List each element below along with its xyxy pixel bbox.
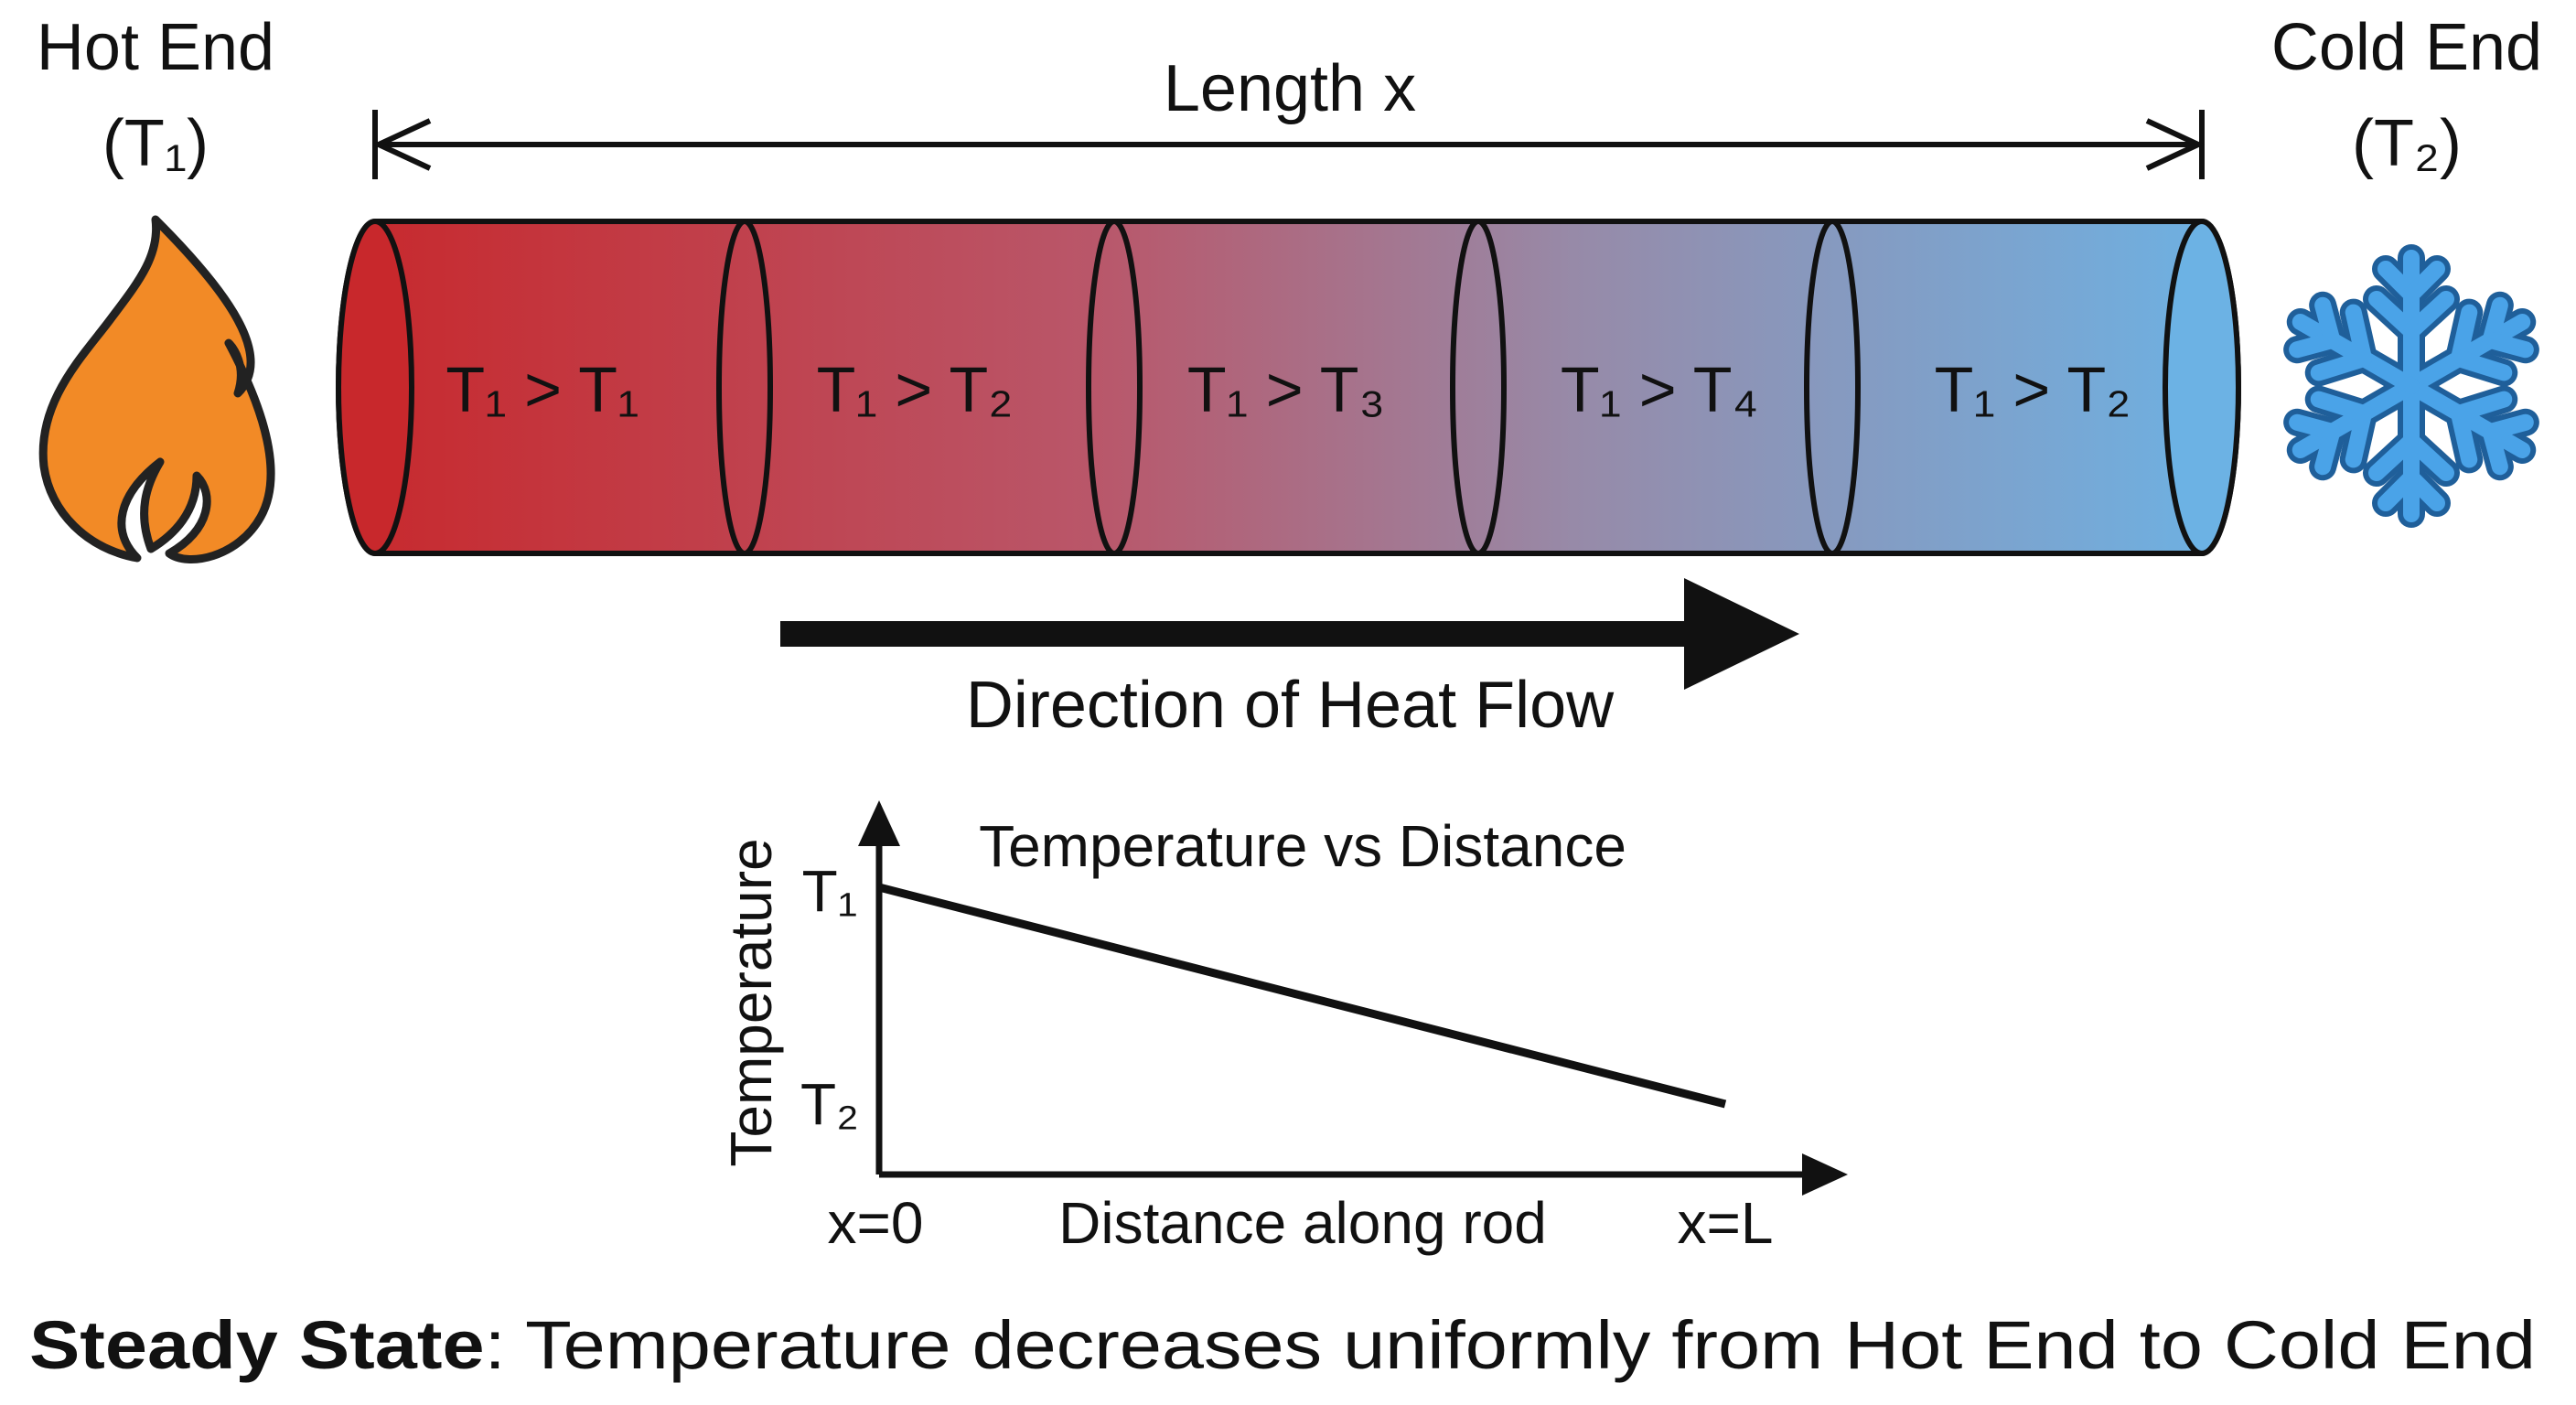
y-axis-label: Temperature <box>718 838 784 1166</box>
segment-label: T₁ > T₃ <box>1187 353 1385 424</box>
flame-icon <box>38 215 275 563</box>
footer-text: : Temperature decreases uniformly from H… <box>485 1307 2536 1383</box>
x-label: x=0 <box>828 1190 924 1256</box>
rod <box>336 219 2241 556</box>
x-label: x=L <box>1678 1190 1774 1256</box>
footer-bold: Steady State <box>29 1307 485 1383</box>
x-label: Distance along rod <box>1058 1190 1547 1256</box>
segment-label: T₁ > T₂ <box>817 353 1014 424</box>
heat-flow-arrow <box>780 578 1799 690</box>
segment-label: T₁ > T₄ <box>1561 353 1758 424</box>
snowflake-icon <box>2283 258 2539 514</box>
cold-end-label: Cold End <box>2271 11 2542 84</box>
cold-end-temp: (T₂) <box>2352 107 2462 180</box>
length-label: Length x <box>1164 52 1416 125</box>
temperature-line <box>877 883 1727 1109</box>
length-arrow <box>371 110 2206 179</box>
y-label: T₁ <box>802 858 858 924</box>
flow-label: Direction of Heat Flow <box>966 669 1615 742</box>
segment-label: T₁ > T₁ <box>445 353 639 424</box>
y-label: T₂ <box>800 1071 859 1137</box>
footer: Steady State: Temperature decreases unif… <box>29 1307 2536 1383</box>
graph-axes <box>858 800 1848 1196</box>
hot-end-label: Hot End <box>37 11 274 84</box>
graph-title: Temperature vs Distance <box>979 813 1626 879</box>
hot-end-temp: (T₁) <box>102 107 209 180</box>
segment-label: T₁ > T₂ <box>1935 353 2131 424</box>
